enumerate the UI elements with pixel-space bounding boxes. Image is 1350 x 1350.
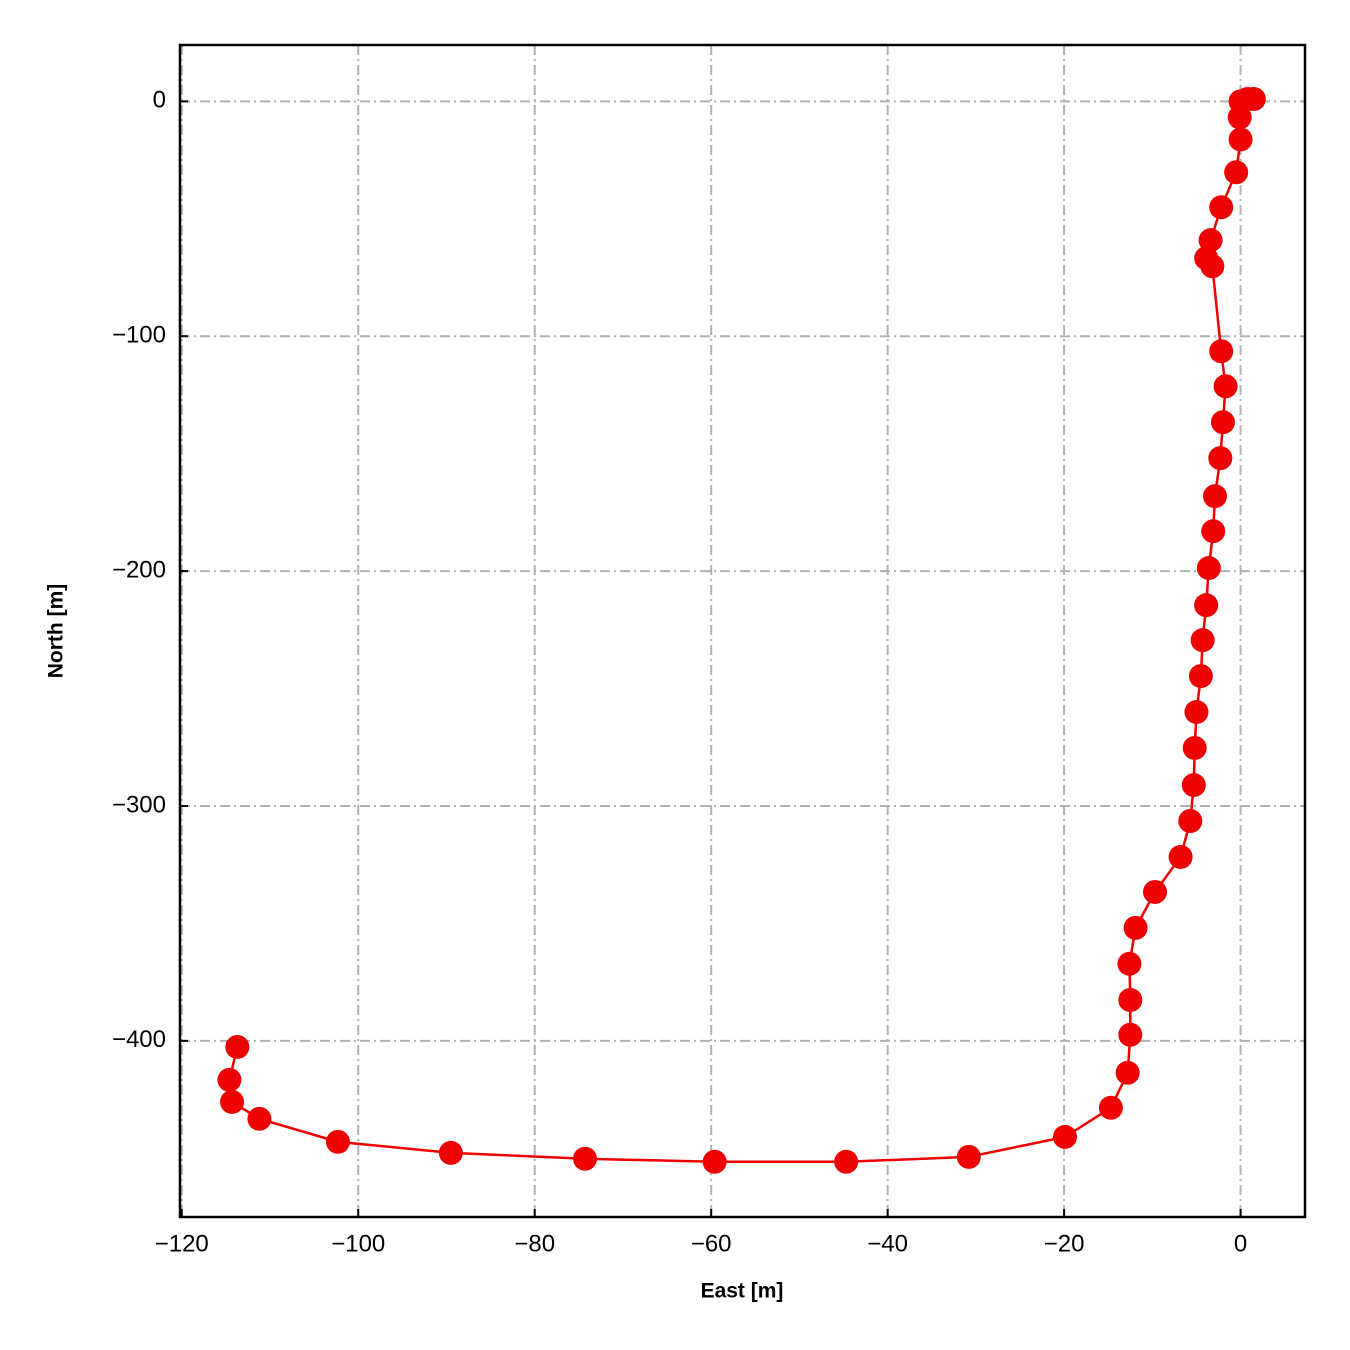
- marker: [1203, 484, 1227, 509]
- marker: [1198, 228, 1223, 253]
- marker: [438, 1140, 463, 1165]
- marker: [217, 1067, 242, 1092]
- plot-frame: [178, 43, 1307, 1219]
- marker: [1213, 374, 1238, 399]
- marker: [1209, 195, 1234, 220]
- x-tick-label: −100: [331, 1230, 385, 1257]
- marker: [1196, 556, 1221, 581]
- marker: [1208, 446, 1233, 471]
- line: [228, 97, 1257, 1164]
- marker: [1115, 1060, 1140, 1085]
- y-tick-label: −200: [112, 556, 166, 583]
- marker: [225, 1034, 250, 1059]
- marker: [1200, 254, 1225, 279]
- x-tick-label: −120: [155, 1230, 209, 1257]
- marker: [1194, 593, 1219, 618]
- marker: [702, 1149, 727, 1174]
- marker: [1143, 879, 1167, 904]
- y-tick-label: −300: [112, 791, 166, 818]
- x-axis-label: East [m]: [701, 1280, 784, 1303]
- marker: [1098, 1095, 1123, 1120]
- y-axis-label: North [m]: [45, 584, 68, 678]
- marker: [1184, 700, 1209, 725]
- y-tick-label: −100: [112, 322, 166, 349]
- marker: [325, 1129, 350, 1154]
- marker: [1209, 339, 1234, 364]
- marker: [1190, 628, 1215, 653]
- marker: [1118, 987, 1143, 1012]
- marker: [1053, 1124, 1077, 1149]
- marker: [247, 1106, 272, 1131]
- marker: [1228, 127, 1253, 152]
- marker: [1182, 735, 1207, 760]
- marker: [1224, 160, 1249, 185]
- marker: [1210, 410, 1235, 435]
- marker: [1178, 809, 1203, 834]
- marker: [1188, 664, 1213, 689]
- x-tick-label: 0: [1234, 1230, 1247, 1257]
- marker: [1117, 951, 1142, 976]
- marker: [956, 1144, 981, 1169]
- marker: [1123, 915, 1148, 940]
- marker: [1201, 519, 1226, 544]
- x-tick-label: −60: [691, 1230, 732, 1257]
- marker: [220, 1089, 245, 1114]
- marker: [573, 1146, 597, 1171]
- marker: [1168, 844, 1193, 869]
- marker: [1241, 87, 1266, 112]
- y-tick-label: −400: [112, 1026, 166, 1053]
- y-tick-label: 0: [153, 87, 166, 114]
- marker: [1227, 105, 1252, 130]
- x-tick-label: −20: [1044, 1230, 1085, 1257]
- marker: [1118, 1022, 1143, 1047]
- marker: [834, 1149, 859, 1174]
- marker: [1181, 773, 1206, 798]
- x-tick-label: −40: [867, 1230, 908, 1257]
- x-tick-label: −80: [514, 1230, 555, 1257]
